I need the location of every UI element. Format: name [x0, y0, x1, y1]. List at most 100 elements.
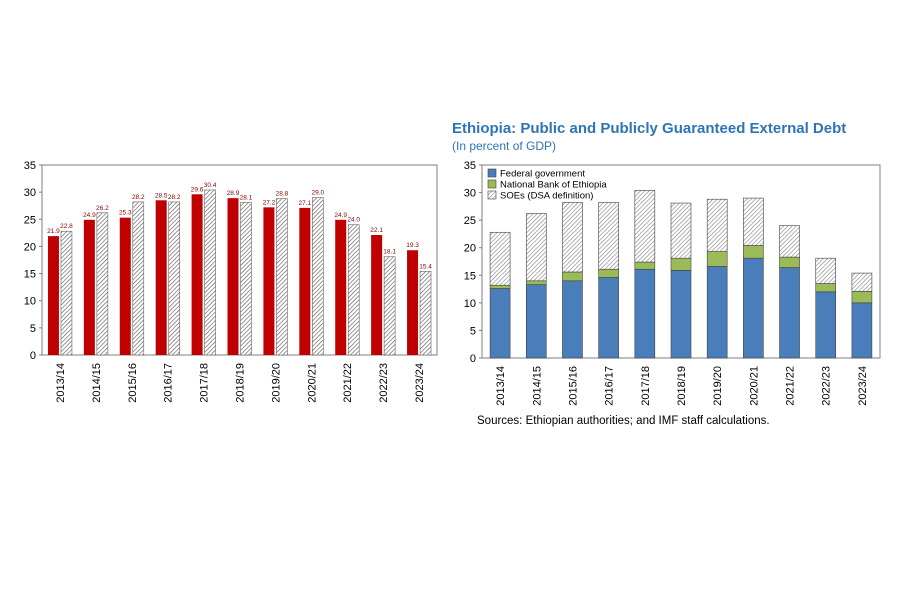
bar-series-b: [204, 189, 216, 356]
stacked-segment-1: [743, 245, 764, 259]
left-bar-chart: 0510152025303521.922.82013/1424.926.2201…: [24, 160, 438, 403]
data-label-a: 28.9: [227, 190, 240, 197]
bar-series-a: [263, 207, 275, 355]
data-label-b: 24.0: [347, 217, 360, 224]
right-stacked-bar-chart: 0 5 10 15 20 25 30 35 2013/14 2014/15 2015/16 2016/…: [464, 160, 881, 406]
y-tick-label: 30: [464, 188, 476, 200]
data-label-a: 24.9: [83, 212, 96, 219]
data-label-a: 21.9: [47, 228, 60, 235]
bar-series-a: [299, 207, 311, 355]
stacked-segment-1: [706, 251, 728, 267]
source-note: Sources: Ethiopian authorities; and IMF …: [477, 415, 770, 427]
x-tick-label: 2023/24: [414, 363, 426, 403]
y-tick-label: 10: [24, 296, 36, 308]
data-label-b: 28.1: [240, 194, 253, 201]
stacked-segment-1: [562, 271, 583, 282]
stacked-segment-0: [779, 267, 800, 359]
x-tick-label: 2014/15: [91, 363, 103, 403]
legend-swatch: [487, 190, 497, 200]
data-label-a: 24.9: [334, 212, 347, 219]
bar-series-a: [191, 194, 203, 355]
data-label-b: 18.1: [383, 249, 396, 256]
bar-series-a: [371, 235, 383, 355]
data-label-b: 22.8: [60, 223, 73, 230]
x-tick-label: 2022/23: [378, 363, 390, 403]
stacked-segment-2: [743, 197, 764, 246]
legend-swatch: [487, 168, 497, 178]
bar-series-b: [419, 271, 432, 356]
y-tick-label: 20: [24, 241, 36, 253]
bar-series-a: [335, 219, 347, 355]
y-tick-label: 10: [464, 298, 476, 310]
y-tick-label: 0: [470, 353, 476, 365]
stacked-segment-1: [634, 261, 656, 270]
y-tick-label: 0: [30, 350, 36, 362]
y-tick-label: 25: [464, 215, 476, 227]
y-tick-label: 35: [464, 160, 476, 172]
stacked-segment-0: [706, 266, 728, 359]
chart-subtitle: (In percent of GDP): [452, 139, 557, 153]
x-tick-label: 2023/24: [857, 366, 869, 406]
x-tick-label: 2018/19: [235, 363, 247, 403]
data-label-b: 28.8: [276, 191, 289, 198]
data-label-b: 26.2: [96, 205, 109, 212]
stacked-segment-2: [634, 190, 656, 263]
stacked-segment-1: [851, 290, 873, 304]
y-tick-label: 30: [24, 187, 36, 199]
left-chart: 0 5 10 15 20 25 30 35 21.9 22.8 2013/14 24.9 26.2 201…: [12, 150, 440, 440]
bar-series-b: [312, 197, 324, 356]
x-tick-label: 2015/16: [127, 363, 139, 403]
data-label-b: 28.2: [168, 194, 181, 201]
stacked-segment-0: [815, 291, 837, 359]
x-tick-label: 2020/21: [306, 363, 318, 403]
bar-series-b: [276, 198, 288, 356]
stacked-segment-2: [779, 225, 800, 258]
data-label-b: 29.0: [311, 190, 324, 197]
x-tick-label: 2020/21: [748, 366, 760, 406]
y-tick-label: 25: [24, 214, 36, 226]
y-tick-label: 15: [464, 270, 476, 282]
bar-series-a: [47, 236, 59, 355]
stacked-segment-1: [815, 283, 837, 293]
legend-label: National Bank of Ethiopia: [500, 180, 607, 191]
stacked-segment-0: [562, 280, 583, 359]
stacked-segment-2: [670, 202, 692, 259]
bar-series-b: [60, 230, 73, 356]
stacked-segment-0: [598, 277, 619, 359]
data-label-a: 27.2: [263, 199, 276, 206]
y-tick-label: 5: [30, 323, 36, 335]
x-tick-label: 2019/20: [712, 366, 724, 406]
y-tick-label: 35: [24, 160, 36, 172]
x-tick-label: 2016/17: [163, 363, 175, 403]
bar-series-a: [119, 217, 131, 355]
legend-label: Federal government: [500, 169, 585, 180]
stacked-segment-2: [489, 231, 511, 286]
y-tick-label: 15: [24, 269, 36, 281]
stacked-segment-1: [598, 268, 619, 278]
stacked-segment-1: [670, 257, 692, 271]
x-tick-label: 2013/14: [495, 366, 507, 406]
right-chart: 0 5 10 15 20 25 30 35 2013/14 2014/15 2015/16 2016/…: [450, 118, 890, 438]
bar-series-b: [168, 201, 180, 356]
x-tick-label: 2021/22: [342, 363, 354, 403]
bar-series-a: [155, 200, 167, 355]
x-tick-label: 2017/18: [640, 366, 652, 406]
stacked-segment-2: [706, 198, 728, 252]
x-tick-label: 2013/14: [55, 363, 67, 403]
bar-series-a: [227, 198, 239, 355]
bar-series-a: [83, 219, 95, 355]
plot-frame: [41, 164, 438, 356]
stacked-segment-2: [851, 272, 873, 292]
stacked-segment-1: [779, 256, 800, 268]
data-label-a: 28.5: [155, 192, 168, 199]
stacked-segment-1: [525, 280, 547, 285]
data-label-b: 28.2: [132, 194, 145, 201]
stacked-segment-2: [815, 257, 837, 284]
data-label-a: 25.3: [119, 210, 132, 217]
bar-series-b: [240, 202, 252, 356]
stacked-segment-0: [743, 257, 764, 359]
y-tick-label: 20: [464, 243, 476, 255]
x-tick-label: 2022/23: [821, 366, 833, 406]
y-tick-label: 5: [470, 325, 476, 337]
stacked-segment-0: [634, 268, 656, 359]
